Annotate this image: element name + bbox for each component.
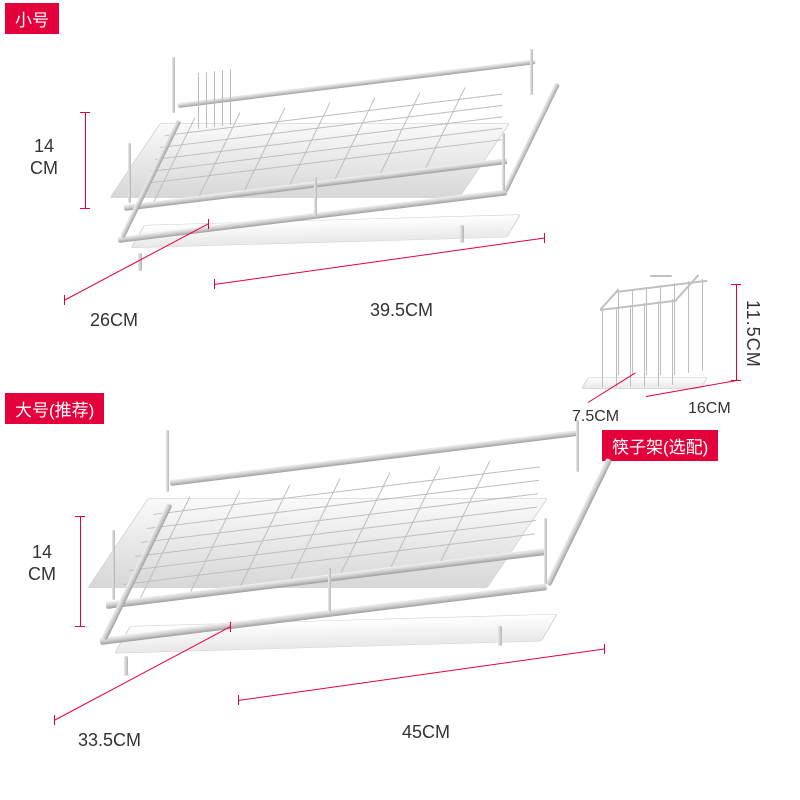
dim-chop-height: 11.5CM	[742, 300, 763, 368]
dim-small-height: 14CM	[30, 136, 58, 179]
dimcap	[64, 295, 65, 305]
dimcap	[604, 644, 605, 654]
dimline-large-height	[80, 516, 81, 626]
badge-small: 小号	[5, 3, 59, 34]
badge-large: 大号(推荐)	[5, 393, 104, 424]
dimcap	[214, 279, 215, 289]
dim-chop-depth: 7.5CM	[572, 408, 619, 426]
dimcap	[80, 208, 90, 209]
dim-chop-width: 16CM	[688, 400, 731, 418]
large-rack	[90, 430, 590, 690]
dimcap	[54, 715, 55, 725]
dimcap	[731, 284, 741, 285]
dimcap	[238, 695, 239, 705]
dimcap	[544, 233, 545, 243]
dimcap	[75, 626, 85, 627]
dimcap	[75, 516, 85, 517]
dimline-small-height	[85, 112, 86, 208]
badge-chopstick: 筷子架(选配)	[602, 430, 718, 461]
chopstick-rack	[580, 285, 735, 405]
dimcap	[208, 219, 209, 229]
dim-large-width: 45CM	[402, 722, 450, 743]
dim-small-width: 39.5CM	[370, 300, 433, 321]
dimline-chop-height	[736, 284, 737, 380]
dim-large-depth: 33.5CM	[78, 730, 141, 751]
dim-small-depth: 26CM	[90, 310, 138, 331]
small-rack	[100, 55, 540, 285]
dimcap	[80, 112, 90, 113]
dimcap	[230, 622, 231, 632]
dim-large-height: 14CM	[28, 542, 56, 585]
